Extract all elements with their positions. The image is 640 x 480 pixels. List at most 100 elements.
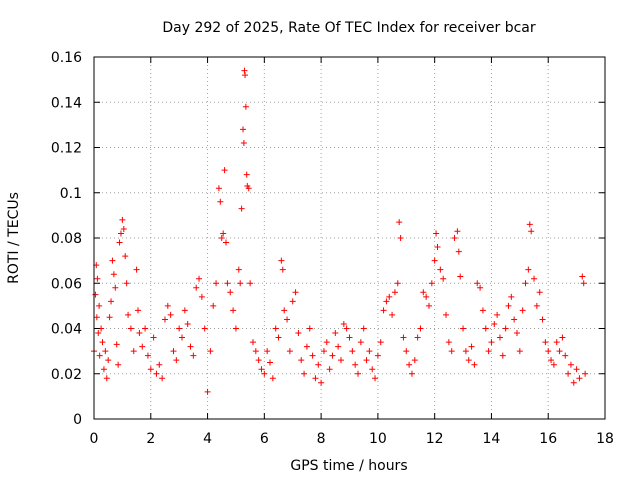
data-point <box>570 379 577 386</box>
data-point <box>363 357 370 364</box>
data-point <box>306 325 313 332</box>
x-tick-labels: 0 2 4 6 8 10 12 14 16 18 <box>90 431 614 447</box>
data-point <box>391 289 398 296</box>
data-point <box>242 72 249 79</box>
data-point <box>499 352 506 359</box>
data-point <box>315 361 322 368</box>
data-point <box>562 352 569 359</box>
data-point <box>112 284 119 291</box>
data-point <box>374 352 381 359</box>
data-point <box>240 126 247 133</box>
data-point <box>329 352 336 359</box>
data-point <box>292 289 299 296</box>
data-point <box>335 343 342 350</box>
grid-lines <box>94 57 605 419</box>
data-point <box>553 339 560 346</box>
data-point <box>309 352 316 359</box>
data-point <box>116 239 123 246</box>
data-point <box>255 357 262 364</box>
data-point <box>533 302 540 309</box>
data-point <box>482 325 489 332</box>
data-point <box>468 343 475 350</box>
data-point <box>295 330 302 337</box>
data-point <box>340 320 347 327</box>
data-point <box>485 348 492 355</box>
data-point <box>215 185 222 192</box>
data-point <box>153 370 160 377</box>
data-point <box>127 325 134 332</box>
data-point <box>536 289 543 296</box>
data-point <box>457 273 464 280</box>
data-point <box>372 375 379 382</box>
data-point <box>184 320 191 327</box>
data-point <box>386 293 393 300</box>
data-point <box>396 219 403 226</box>
data-point <box>573 366 580 373</box>
data-point <box>502 325 509 332</box>
data-point <box>142 325 149 332</box>
data-point <box>548 357 555 364</box>
data-point <box>113 341 120 348</box>
data-point <box>164 302 171 309</box>
data-point <box>431 257 438 264</box>
data-point <box>326 366 333 373</box>
data-point <box>241 67 248 74</box>
data-point <box>479 307 486 314</box>
data-point <box>428 280 435 287</box>
data-point <box>122 253 129 260</box>
data-point <box>579 273 586 280</box>
y-tick-label: 0.06 <box>51 276 82 292</box>
data-point <box>159 375 166 382</box>
data-point <box>451 235 458 241</box>
data-point <box>210 302 217 309</box>
data-point <box>337 357 344 364</box>
data-point <box>511 316 518 323</box>
data-point <box>281 307 288 314</box>
data-point <box>167 311 174 318</box>
data-point <box>462 348 469 355</box>
data-point <box>187 343 194 350</box>
data-point <box>369 366 376 373</box>
data-point <box>289 298 296 305</box>
data-point <box>417 325 424 332</box>
data-point <box>522 280 529 287</box>
data-point <box>519 307 526 314</box>
y-tick-label: 0 <box>73 412 82 428</box>
data-point <box>196 275 203 282</box>
data-point <box>190 352 197 359</box>
data-point <box>298 357 305 364</box>
data-point <box>550 361 557 368</box>
y-tick-label: 0.16 <box>51 50 82 66</box>
data-point <box>96 352 103 359</box>
data-point <box>102 348 109 355</box>
data-point <box>531 275 538 282</box>
data-point <box>96 302 103 309</box>
data-point <box>526 221 533 228</box>
data-point <box>135 307 142 314</box>
data-point <box>323 339 330 346</box>
x-axis-label: GPS time / hours <box>290 458 407 474</box>
data-point <box>448 348 455 355</box>
data-point <box>278 257 285 264</box>
chart-title: Day 292 of 2025, Rate Of TEC Index for r… <box>162 20 536 36</box>
data-point <box>491 320 498 327</box>
data-point <box>269 375 276 382</box>
data-point <box>357 339 364 346</box>
data-point <box>147 366 154 373</box>
x-tick-label: 10 <box>369 431 387 447</box>
data-point <box>237 280 244 287</box>
x-tick-label: 0 <box>90 431 99 447</box>
data-point <box>580 280 587 287</box>
data-point <box>267 359 274 366</box>
data-point <box>303 343 310 350</box>
data-point <box>181 307 188 314</box>
x-tick-label: 14 <box>483 431 501 447</box>
data-point <box>115 361 122 368</box>
data-point <box>108 298 115 305</box>
data-point <box>92 291 99 298</box>
data-point <box>105 357 112 364</box>
data-point <box>123 280 130 287</box>
data-point <box>542 339 549 346</box>
data-point <box>94 275 101 282</box>
